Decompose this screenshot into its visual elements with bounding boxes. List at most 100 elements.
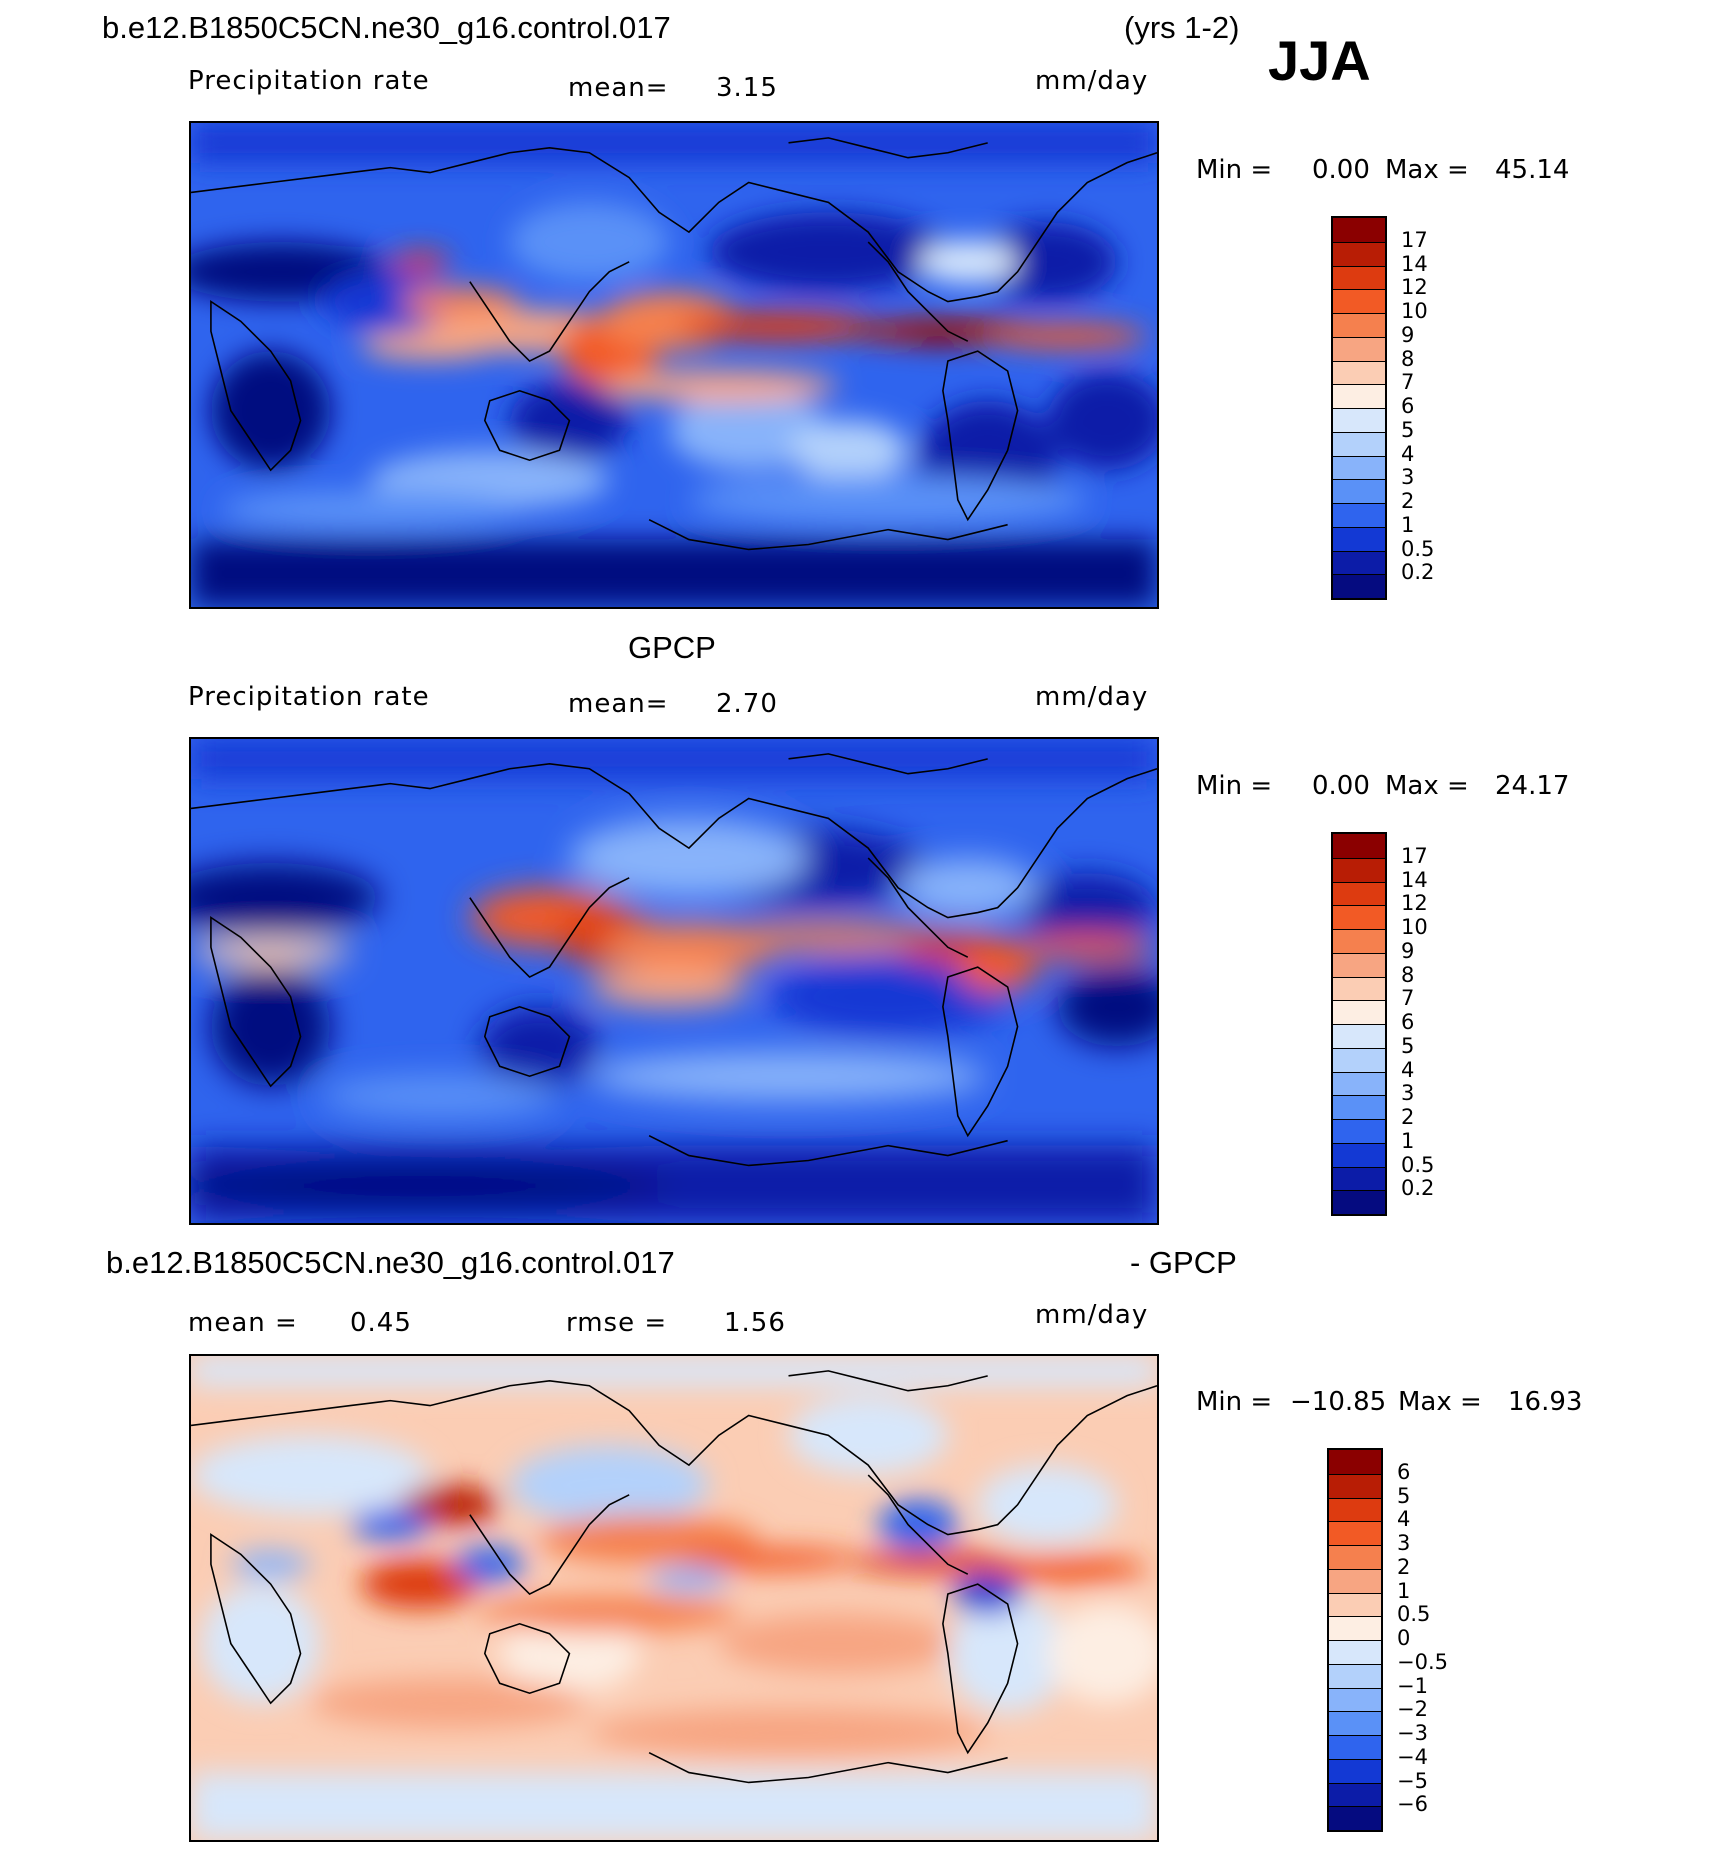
- colorbar-tick-label: −6: [1397, 1792, 1428, 1817]
- colorbar-segment: [1333, 881, 1385, 906]
- panel1-max-label: Max =: [1385, 155, 1469, 185]
- panel1-units: mm/day: [1035, 66, 1149, 96]
- colorbar-tick-label: 4: [1401, 1057, 1415, 1082]
- panel1-variable: Precipitation rate: [188, 66, 430, 96]
- colorbar-tick-label: 12: [1401, 275, 1428, 300]
- colorbar-segment: [1333, 526, 1385, 551]
- years-label: (yrs 1-2): [1124, 10, 1240, 45]
- panel2-variable: Precipitation rate: [188, 682, 430, 712]
- panel3-colorbar: [1327, 1448, 1383, 1832]
- colorbar-segment: [1329, 1640, 1381, 1664]
- colorbar-segment: [1329, 1497, 1381, 1522]
- panel1-mean-label: mean=: [568, 73, 669, 103]
- panel2-max-value: 24.17: [1495, 771, 1570, 801]
- colorbar-tick-label: 5: [1401, 1033, 1415, 1058]
- colorbar-segment: [1333, 1142, 1385, 1167]
- colorbar-segment: [1329, 1545, 1381, 1569]
- panel1-colorbar: [1331, 216, 1387, 600]
- panel2-max-label: Max =: [1385, 771, 1469, 801]
- panel1-mean-value: 3.15: [716, 73, 778, 103]
- colorbar-segment: [1329, 1663, 1381, 1688]
- colorbar-segment: [1333, 384, 1385, 408]
- colorbar-tick-label: 2: [1401, 1105, 1415, 1129]
- colorbar-tick-label: 0: [1397, 1626, 1411, 1650]
- colorbar-segment: [1333, 1024, 1385, 1048]
- colorbar-segment: [1333, 1047, 1385, 1072]
- colorbar-segment: [1333, 952, 1385, 977]
- colorbar-tick-label: 5: [1401, 417, 1415, 442]
- colorbar-segment: [1333, 550, 1385, 575]
- colorbar-tick-label: 17: [1401, 227, 1428, 252]
- panel1-map-svg: [191, 123, 1157, 607]
- panel3-title-left: b.e12.B1850C5CN.ne30_g16.control.017: [106, 1245, 675, 1280]
- colorbar-segment: [1329, 1473, 1381, 1498]
- colorbar-segment: [1333, 905, 1385, 929]
- panel3-mean-label: mean =: [188, 1308, 298, 1338]
- colorbar-segment: [1329, 1687, 1381, 1712]
- colorbar-segment: [1333, 1000, 1385, 1024]
- colorbar-tick-label: −2: [1397, 1697, 1428, 1722]
- colorbar-tick-label: 1: [1397, 1578, 1411, 1603]
- colorbar-tick-label: 7: [1401, 986, 1415, 1011]
- panel3-title-right: - GPCP: [1130, 1245, 1237, 1280]
- colorbar-tick-label: 5: [1397, 1483, 1411, 1508]
- colorbar-segment: [1333, 1071, 1385, 1096]
- colorbar-segment: [1333, 431, 1385, 456]
- colorbar-tick-label: 8: [1401, 346, 1415, 371]
- colorbar-tick-label: 17: [1401, 843, 1428, 868]
- panel3-max-value: 16.93: [1508, 1387, 1583, 1417]
- panel3-rmse-label: rmse =: [566, 1308, 668, 1338]
- colorbar-tick-label: −5: [1397, 1768, 1428, 1793]
- colorbar-segment: [1329, 1521, 1381, 1545]
- colorbar-segment: [1333, 1119, 1385, 1143]
- panel2-mean-value: 2.70: [716, 689, 778, 719]
- colorbar-segment: [1329, 1782, 1381, 1807]
- panel1-min-value: 0.00: [1312, 155, 1370, 185]
- colorbar-tick-label: 10: [1401, 299, 1428, 323]
- panel2-mean-label: mean=: [568, 689, 669, 719]
- colorbar-tick-label: 0.2: [1401, 560, 1435, 585]
- colorbar-segment: [1333, 574, 1385, 598]
- panel3-min-value: −10.85: [1290, 1387, 1387, 1417]
- panel3-mean-value: 0.45: [350, 1308, 412, 1338]
- panel2-min-label: Min =: [1196, 771, 1273, 801]
- colorbar-segment: [1333, 834, 1385, 858]
- colorbar-segment: [1333, 289, 1385, 313]
- colorbar-tick-label: 4: [1397, 1507, 1411, 1532]
- colorbar-tick-label: 12: [1401, 891, 1428, 916]
- colorbar-tick-label: 6: [1401, 394, 1415, 418]
- panel3-map-svg: [191, 1356, 1157, 1840]
- colorbar-segment: [1333, 241, 1385, 266]
- colorbar-segment: [1333, 1095, 1385, 1119]
- panel3-min-label: Min =: [1196, 1387, 1273, 1417]
- colorbar-segment: [1329, 1806, 1381, 1830]
- colorbar-tick-label: 9: [1401, 322, 1415, 347]
- panel2-min-value: 0.00: [1312, 771, 1370, 801]
- colorbar-tick-label: 0.2: [1401, 1176, 1435, 1201]
- colorbar-tick-label: 10: [1401, 915, 1428, 939]
- case-title: b.e12.B1850C5CN.ne30_g16.control.017: [102, 10, 671, 45]
- colorbar-tick-label: 4: [1401, 441, 1415, 466]
- colorbar-tick-label: 14: [1401, 251, 1428, 276]
- colorbar-tick-label: 3: [1401, 1081, 1415, 1106]
- colorbar-segment: [1329, 1735, 1381, 1759]
- colorbar-tick-label: 0.5: [1397, 1602, 1431, 1627]
- panel2-map-svg: [191, 739, 1157, 1223]
- colorbar-segment: [1329, 1616, 1381, 1640]
- colorbar-segment: [1333, 1190, 1385, 1214]
- colorbar-tick-label: 3: [1397, 1531, 1411, 1555]
- panel3-rmse-value: 1.56: [724, 1308, 786, 1338]
- colorbar-segment: [1333, 218, 1385, 242]
- colorbar-segment: [1333, 857, 1385, 882]
- colorbar-segment: [1329, 1592, 1381, 1617]
- colorbar-tick-label: 1: [1401, 1128, 1415, 1153]
- panel2-title: GPCP: [628, 630, 716, 665]
- panel1-min-label: Min =: [1196, 155, 1273, 185]
- colorbar-segment: [1329, 1568, 1381, 1593]
- colorbar-segment: [1333, 455, 1385, 480]
- colorbar-tick-label: −1: [1397, 1673, 1428, 1698]
- panel2-colorbar: [1331, 832, 1387, 1216]
- season-label: JJA: [1268, 29, 1371, 92]
- panel2-units: mm/day: [1035, 682, 1149, 712]
- colorbar-tick-label: 6: [1401, 1010, 1415, 1034]
